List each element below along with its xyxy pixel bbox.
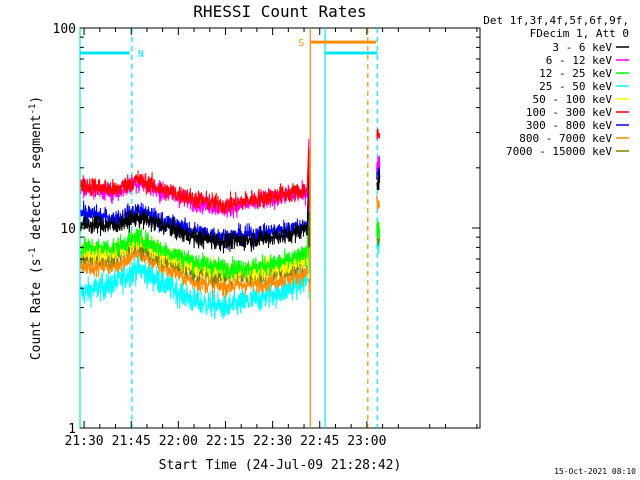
series-line-2 [80,187,310,280]
interval-lines [79,28,378,428]
series-late-0 [376,170,381,191]
series-late-7 [376,195,381,210]
legend-label-5: 100 - 300 keV [526,106,612,119]
legend-label-6: 300 - 800 keV [526,119,612,132]
x-axis-label: Start Time (24-Jul-09 21:28:42) [159,458,402,473]
legend-label-4: 50 - 100 keV [533,93,613,106]
interval-label-1: S [298,38,304,49]
plot-timestamp: 15-Oct-2021 08:10 [554,467,636,476]
x-tick-label-3: 22:15 [206,434,245,449]
series-late-5 [376,128,381,140]
interval-bars: NS [80,38,378,60]
legend-label-3: 25 - 50 keV [539,80,612,93]
legend-label-7: 800 - 7000 keV [519,132,612,145]
axis-ticks: 21:30 21:45 22:00 22:15 22:30 22:45 23:00 1 10 10… [53,22,480,449]
series-late-2 [376,221,381,239]
legend-header-0: Det 1f,3f,4f,5f,6f,9f, [483,14,629,27]
y-axis-label-sup2: -1 [28,104,38,115]
y-axis-label: Count Rate (s-1 detector segment-1) [28,96,44,360]
chart-title: RHESSI Count Rates [193,2,366,21]
legend-label-0: 3 - 6 keV [552,41,612,54]
y-axis-label-end: ) [29,96,44,104]
legend-label-1: 6 - 12 keV [546,54,613,67]
y-axis-label-main: Count Rate (s [29,258,44,360]
series-late-1 [376,155,381,173]
y-tick-label-1: 10 [60,222,76,237]
y-axis-label-sup: -1 [28,248,38,259]
series-line-5 [80,148,310,215]
y-tick-label-0: 1 [68,422,76,437]
legend-header-1: FDecim 1, Att 0 [530,27,629,40]
legend: Det 1f,3f,4f,5f,6f,9f,FDecim 1, Att 03 -… [483,14,629,158]
series-group [80,128,381,320]
y-tick-label-2: 100 [53,22,76,37]
legend-label-8: 7000 - 15000 keV [506,145,612,158]
x-tick-label-6: 23:00 [347,434,386,449]
x-tick-label-4: 22:30 [253,434,292,449]
x-tick-label-0: 21:30 [65,434,104,449]
interval-label-0: N [138,49,144,60]
series-line-0 [80,172,310,254]
legend-label-2: 12 - 25 keV [539,67,612,80]
series-line-3 [80,212,310,320]
x-tick-label-2: 22:00 [159,434,198,449]
x-tick-label-5: 22:45 [300,434,339,449]
y-axis-label-mid: detector segment [29,115,44,248]
x-tick-label-1: 21:45 [112,434,151,449]
